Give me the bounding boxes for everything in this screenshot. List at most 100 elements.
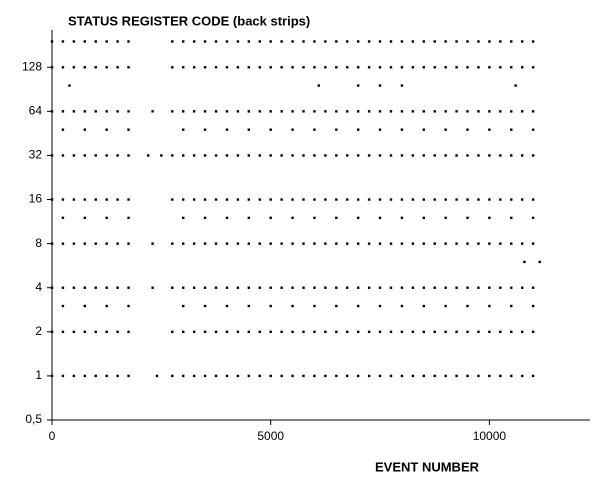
point bbox=[269, 154, 272, 157]
point bbox=[258, 40, 261, 43]
point bbox=[83, 198, 87, 201]
point bbox=[203, 110, 207, 113]
point bbox=[280, 330, 283, 334]
point bbox=[291, 110, 294, 113]
point bbox=[116, 286, 119, 289]
point bbox=[510, 304, 513, 308]
point bbox=[94, 374, 97, 378]
point bbox=[389, 66, 393, 69]
point bbox=[455, 154, 458, 157]
point bbox=[61, 242, 65, 245]
point bbox=[324, 330, 327, 334]
point bbox=[127, 66, 130, 69]
point bbox=[127, 40, 130, 43]
point bbox=[521, 40, 524, 43]
point bbox=[236, 286, 240, 289]
point bbox=[313, 154, 316, 157]
point bbox=[247, 128, 251, 131]
point bbox=[400, 330, 404, 334]
point bbox=[510, 242, 513, 245]
point bbox=[466, 198, 469, 201]
point bbox=[72, 40, 76, 43]
point bbox=[488, 216, 491, 220]
point bbox=[367, 110, 371, 113]
point bbox=[433, 374, 436, 378]
point bbox=[50, 40, 54, 43]
point bbox=[302, 40, 305, 43]
point bbox=[477, 66, 480, 69]
point bbox=[105, 374, 108, 378]
point bbox=[433, 154, 436, 157]
point bbox=[291, 330, 294, 334]
point bbox=[116, 40, 119, 43]
point bbox=[346, 242, 349, 245]
point bbox=[378, 304, 382, 308]
point bbox=[313, 216, 316, 220]
point bbox=[317, 84, 321, 87]
point bbox=[61, 110, 65, 113]
point bbox=[269, 304, 272, 308]
point bbox=[105, 216, 108, 220]
point bbox=[214, 110, 218, 113]
point bbox=[214, 40, 218, 43]
point bbox=[444, 198, 447, 201]
point bbox=[400, 198, 404, 201]
point bbox=[182, 40, 185, 43]
point bbox=[105, 198, 108, 201]
point bbox=[356, 154, 360, 157]
point bbox=[214, 286, 218, 289]
point bbox=[94, 242, 97, 245]
point bbox=[302, 374, 305, 378]
point bbox=[531, 330, 535, 334]
point bbox=[466, 66, 469, 69]
point bbox=[477, 330, 480, 334]
point bbox=[367, 198, 371, 201]
point bbox=[324, 110, 327, 113]
point bbox=[521, 330, 524, 334]
point bbox=[444, 216, 447, 220]
point bbox=[499, 374, 502, 378]
point bbox=[258, 154, 261, 157]
point bbox=[105, 66, 108, 69]
point bbox=[400, 84, 404, 87]
point bbox=[313, 374, 316, 378]
point bbox=[422, 216, 425, 220]
point bbox=[203, 374, 207, 378]
point bbox=[313, 110, 316, 113]
point bbox=[182, 216, 185, 220]
point bbox=[302, 154, 305, 157]
x-tick-label: 5000 bbox=[257, 429, 284, 443]
point bbox=[72, 154, 76, 157]
point bbox=[247, 286, 251, 289]
point bbox=[214, 198, 218, 201]
point bbox=[499, 154, 502, 157]
point bbox=[488, 128, 491, 131]
point bbox=[422, 154, 425, 157]
point bbox=[61, 154, 65, 157]
point bbox=[171, 374, 174, 378]
point bbox=[127, 154, 130, 157]
point bbox=[291, 216, 294, 220]
point bbox=[531, 110, 535, 113]
point bbox=[389, 110, 393, 113]
point bbox=[356, 110, 360, 113]
point bbox=[105, 128, 108, 131]
point bbox=[356, 374, 360, 378]
point bbox=[192, 110, 196, 113]
point bbox=[225, 110, 229, 113]
point bbox=[72, 374, 76, 378]
point bbox=[335, 40, 338, 43]
point bbox=[356, 216, 360, 220]
point bbox=[171, 330, 174, 334]
point bbox=[94, 198, 97, 201]
point bbox=[531, 154, 535, 157]
point bbox=[488, 40, 491, 43]
point bbox=[488, 330, 491, 334]
point bbox=[433, 110, 436, 113]
point bbox=[346, 286, 349, 289]
point bbox=[203, 330, 207, 334]
x-tick-label: 10000 bbox=[473, 429, 507, 443]
point bbox=[531, 40, 535, 43]
point bbox=[400, 374, 404, 378]
point bbox=[291, 128, 294, 131]
